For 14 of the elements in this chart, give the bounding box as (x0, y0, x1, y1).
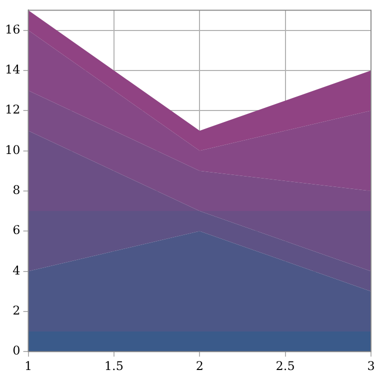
y-tick-label: 2 (12, 304, 20, 318)
y-tick-label: 6 (12, 223, 20, 238)
y-tick-label: 14 (4, 62, 21, 77)
x-tick-label: 1 (24, 358, 32, 373)
y-tick-label: 12 (4, 102, 20, 117)
x-tick-label: 2.5 (276, 358, 295, 373)
x-tick-label: 3 (367, 358, 375, 373)
x-tick-label: 1.5 (104, 358, 124, 373)
y-tick-label: 4 (12, 263, 21, 278)
y-tick-label: 0 (12, 344, 20, 358)
y-tick-label: 16 (4, 22, 20, 36)
x-tick-label: 2 (196, 358, 204, 373)
y-tick-label: 8 (12, 183, 20, 198)
y-tick-label: 10 (4, 142, 20, 157)
